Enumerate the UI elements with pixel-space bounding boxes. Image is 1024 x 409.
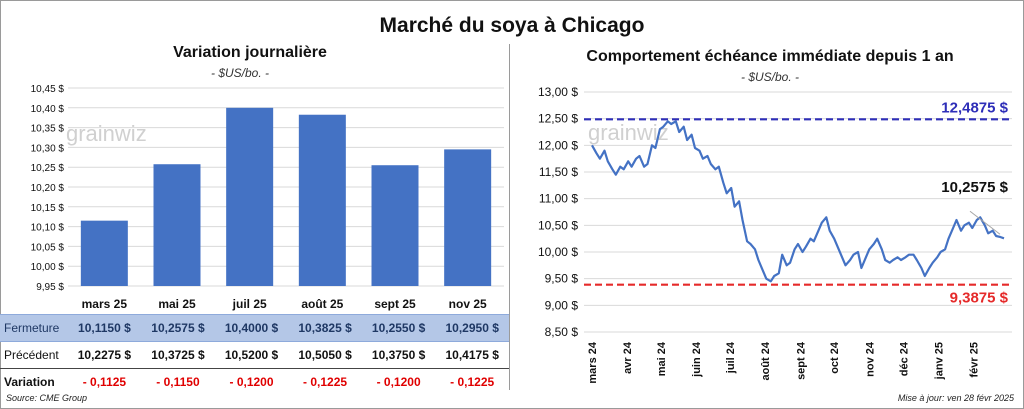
line-y-tick-label: 11,00 $ [539, 192, 578, 206]
last-value-label: 10,2575 $ [941, 179, 1008, 196]
table-cell: - 0,1225 [435, 368, 509, 395]
line-chart-subtitle: - $US/bo. - [740, 70, 800, 84]
bar-y-tick-label: 10,00 $ [31, 262, 65, 273]
bar [444, 149, 492, 286]
bar-y-tick-label: 10,30 $ [31, 143, 65, 154]
update-note: Mise à jour: ven 28 févr 2025 [897, 393, 1014, 403]
line-y-tick-label: 11,50 $ [539, 165, 578, 179]
table-cell: - 0,1125 [67, 368, 142, 395]
bar [298, 114, 346, 286]
reference-line-label: 9,3875 $ [950, 290, 1009, 307]
table-cell: 10,3750 $ [371, 348, 426, 362]
bar-x-tick-label: août 25 [301, 297, 343, 311]
line-x-tick-label: nov 24 [864, 341, 876, 377]
line-x-tick-label: mars 24 [587, 341, 599, 383]
line-x-tick-label: sept 24 [795, 341, 807, 380]
bar-x-tick-label: sept 25 [374, 297, 416, 311]
price-table: Fermeture 10,1150 $ 10,2575 $ 10,4000 $ … [0, 314, 509, 395]
line-x-tick-label: août 24 [760, 341, 772, 380]
line-x-tick-label: juil 24 [725, 341, 737, 374]
line-y-tick-label: 9,50 $ [545, 272, 579, 286]
bar-chart-subtitle: - $US/bo. - [210, 66, 270, 80]
bar-y-tick-label: 10,45 $ [31, 84, 65, 95]
bar-y-tick-label: 10,15 $ [31, 203, 65, 214]
table-row-variation: Variation - 0,1125 - 0,1150 - 0,1200 - 0… [0, 368, 509, 395]
table-cell: 10,4000 $ [214, 314, 289, 342]
bar-x-tick-label: juil 25 [232, 297, 267, 311]
bar [80, 220, 128, 286]
table-row-close: Fermeture 10,1150 $ 10,2575 $ 10,4000 $ … [0, 314, 509, 342]
bar-y-tick-label: 10,35 $ [31, 124, 65, 135]
bar [371, 165, 419, 286]
bar-y-tick-label: 10,40 $ [31, 104, 65, 115]
table-cell: 10,2950 $ [435, 314, 509, 342]
line-y-tick-label: 10,00 $ [538, 245, 578, 259]
table-cell: 10,4175 $ [445, 348, 499, 362]
table-cell: - 0,1150 [141, 368, 215, 395]
table-cell: 10,2275 $ [77, 348, 132, 362]
table-cell: 10,5050 $ [298, 348, 352, 362]
table-cell: 10,5200 $ [224, 348, 279, 362]
line-x-tick-label: déc 24 [898, 341, 910, 376]
line-watermark: grainwiz [588, 120, 669, 145]
bar-y-tick-label: 10,20 $ [31, 183, 65, 194]
table-cell: 10,3725 $ [151, 348, 205, 362]
bar-y-tick-label: 10,10 $ [31, 223, 65, 234]
source-note: Source: CME Group [6, 393, 88, 403]
bar [153, 164, 201, 286]
table-cell: 10,3825 $ [288, 314, 362, 342]
line-y-tick-label: 12,00 $ [538, 138, 578, 152]
line-y-tick-label: 9,00 $ [545, 298, 579, 312]
main-title: Marché du soya à Chicago [379, 14, 645, 37]
bar-x-tick-label: mai 25 [158, 297, 196, 311]
line-y-tick-label: 8,50 $ [545, 325, 579, 339]
bar-y-tick-label: 10,05 $ [31, 242, 65, 253]
bar-y-tick-label: 9,95 $ [36, 282, 64, 293]
panel-divider [509, 44, 510, 390]
bar [226, 107, 274, 286]
table-cell: - 0,1225 [288, 368, 362, 395]
bar-x-tick-label: mars 25 [82, 297, 128, 311]
row-label-close: Fermeture [0, 314, 68, 342]
line-x-tick-label: avr 24 [622, 341, 634, 374]
table-cell: 10,1150 $ [67, 314, 142, 342]
line-chart-title: Comportement échéance immédiate depuis 1… [586, 48, 954, 65]
table-cell: - 0,1200 [361, 368, 436, 395]
line-x-tick-label: janv 25 [933, 342, 945, 380]
row-label-variation: Variation [0, 368, 68, 395]
line-x-tick-label: juin 24 [691, 341, 703, 378]
line-x-tick-label: mai 24 [656, 341, 668, 376]
line-x-tick-label: oct 24 [829, 341, 841, 374]
table-cell: - 0,1200 [214, 368, 289, 395]
bar-x-tick-label: nov 25 [449, 297, 487, 311]
line-y-tick-label: 10,50 $ [538, 218, 578, 232]
line-y-tick-label: 13,00 $ [538, 85, 578, 99]
bar-watermark: grainwiz [66, 121, 147, 146]
line-x-tick-label: févr 25 [968, 342, 980, 377]
reference-line-label: 12,4875 $ [941, 99, 1008, 116]
row-label-previous: Précédent [4, 348, 59, 362]
line-y-tick-label: 12,50 $ [538, 112, 578, 126]
table-cell: 10,2550 $ [361, 314, 436, 342]
price-line [591, 120, 1005, 283]
table-row-previous: Précédent 10,2275 $ 10,3725 $ 10,5200 $ … [0, 342, 509, 369]
last-value-leader [969, 210, 1001, 235]
bar-chart-title: Variation journalière [173, 44, 327, 61]
bar-y-tick-label: 10,25 $ [31, 163, 65, 174]
table-cell: 10,2575 $ [141, 314, 215, 342]
